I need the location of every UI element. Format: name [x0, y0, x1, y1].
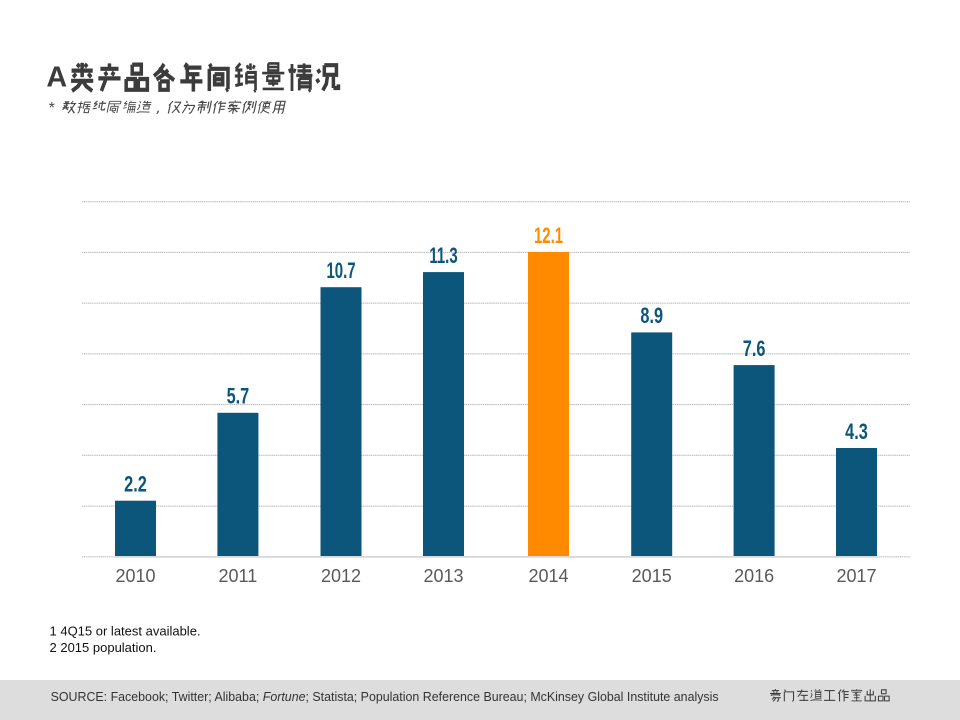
svg-text:2014: 2014 [528, 566, 568, 586]
svg-text:SOURCE: Facebook; Twitter; Ali: SOURCE: Facebook; Twitter; Alibaba; Fort… [51, 689, 719, 704]
svg-text:2010: 2010 [115, 566, 155, 586]
svg-text:2011: 2011 [219, 566, 258, 586]
svg-text:2 2015 population.: 2 2015 population. [50, 640, 157, 655]
svg-text:12.1: 12.1 [534, 223, 563, 248]
svg-text:10.7: 10.7 [326, 258, 355, 283]
svg-text:2012: 2012 [321, 566, 361, 586]
svg-text:2013: 2013 [423, 566, 463, 586]
svg-text:2016: 2016 [734, 566, 774, 586]
svg-text:4.3: 4.3 [845, 419, 868, 444]
svg-text:2017: 2017 [836, 566, 876, 586]
svg-text:5.7: 5.7 [227, 384, 250, 409]
svg-text:11.3: 11.3 [429, 243, 457, 268]
svg-text:*: * [48, 100, 55, 117]
svg-text:A: A [46, 62, 67, 94]
svg-text:7.6: 7.6 [743, 337, 766, 362]
svg-text:1 4Q15 or latest available.: 1 4Q15 or latest available. [50, 624, 201, 639]
svg-text:2015: 2015 [632, 566, 672, 586]
svg-text:8.9: 8.9 [640, 304, 663, 329]
svg-text:2.2: 2.2 [124, 472, 147, 497]
